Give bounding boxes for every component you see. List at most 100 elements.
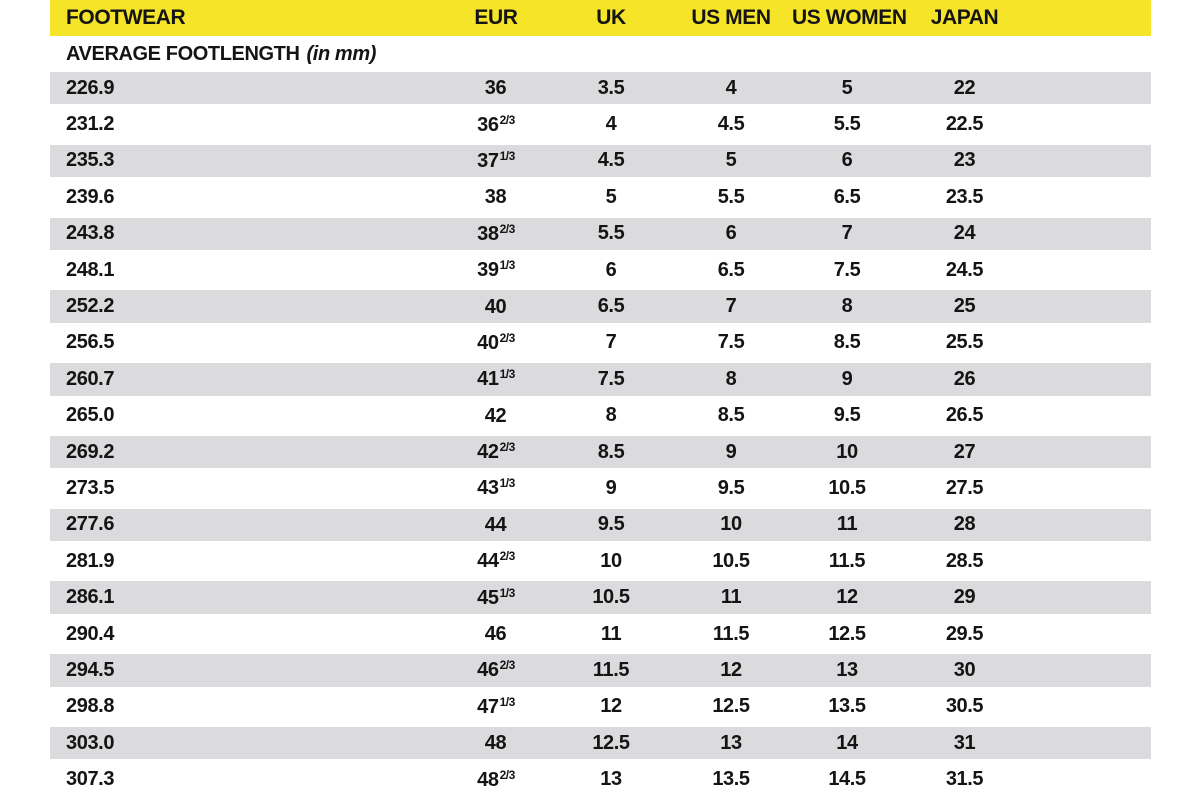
cell-us-men-size: 4 bbox=[725, 76, 737, 99]
cell-uk-size: 5 bbox=[605, 185, 617, 208]
cell-eur-size: 42 bbox=[484, 404, 507, 427]
table-row: 235.3 371/3 4.5 5 6 23 bbox=[50, 144, 1151, 182]
cell-us-women-size: 8 bbox=[841, 295, 853, 318]
cell-japan-size: 25 bbox=[953, 295, 976, 318]
table-row: 286.1 451/3 10.5 11 12 29 bbox=[50, 581, 1151, 618]
cell-footlength-mm: 303.0 bbox=[66, 731, 115, 754]
cell-us-women-size: 9 bbox=[841, 367, 853, 390]
eur-fraction: 2/3 bbox=[499, 549, 516, 564]
cell-eur-size: 402/3 bbox=[477, 330, 515, 354]
table-row: 290.4 46 11 11.5 12.5 29.5 bbox=[50, 617, 1151, 655]
cell-japan-size: 29.5 bbox=[945, 622, 984, 645]
cell-uk-size: 6 bbox=[605, 258, 617, 281]
table-subheader-row: AVERAGE FOOTLENGTH (in mm) bbox=[50, 36, 1151, 72]
cell-us-women-size: 10.5 bbox=[828, 476, 866, 499]
cell-us-women-size: 5.5 bbox=[833, 113, 861, 136]
cell-footlength-mm: 252.2 bbox=[66, 295, 115, 318]
cell-us-women-size: 9.5 bbox=[833, 404, 861, 427]
cell-japan-size: 27 bbox=[953, 440, 976, 463]
cell-eur-size: 451/3 bbox=[477, 585, 515, 609]
cell-eur-size: 40 bbox=[484, 295, 507, 318]
cell-us-men-size: 12.5 bbox=[712, 695, 750, 718]
cell-footlength-mm: 298.8 bbox=[66, 695, 115, 718]
eur-fraction: 1/3 bbox=[499, 694, 516, 709]
cell-us-men-size: 9 bbox=[725, 440, 737, 463]
cell-eur-size: 471/3 bbox=[477, 694, 516, 718]
footwear-size-table: FOOTWEAR EUR UK US MEN US WOMEN JAPAN AV… bbox=[50, 0, 1151, 800]
table-row: 260.7 411/3 7.5 8 9 26 bbox=[50, 363, 1151, 400]
cell-japan-size: 22 bbox=[953, 76, 976, 99]
cell-uk-size: 13 bbox=[600, 768, 622, 791]
cell-eur-size: 442/3 bbox=[477, 549, 516, 573]
table-row: 265.0 42 8 8.5 9.5 26.5 bbox=[50, 399, 1151, 436]
cell-eur-size: 48 bbox=[484, 732, 507, 755]
cell-footlength-mm: 226.9 bbox=[66, 76, 115, 99]
cell-japan-size: 23.5 bbox=[945, 185, 984, 208]
subheader-label: AVERAGE FOOTLENGTH bbox=[66, 42, 300, 65]
cell-uk-size: 10 bbox=[600, 549, 622, 572]
cell-eur-size: 44 bbox=[484, 513, 507, 536]
eur-fraction: 2/3 bbox=[499, 112, 516, 127]
table-row: 298.8 471/3 12 12.5 13.5 30.5 bbox=[50, 690, 1151, 728]
cell-us-women-size: 10 bbox=[836, 440, 858, 463]
cell-japan-size: 24 bbox=[953, 222, 976, 245]
table-header-row: FOOTWEAR EUR UK US MEN US WOMEN JAPAN bbox=[50, 0, 1151, 36]
cell-us-men-size: 8.5 bbox=[717, 404, 745, 427]
cell-us-women-size: 14 bbox=[836, 731, 858, 754]
cell-us-women-size: 14.5 bbox=[828, 768, 866, 791]
cell-us-women-size: 7 bbox=[841, 222, 853, 245]
table-row: 307.3 482/3 13 13.5 14.5 31.5 bbox=[50, 763, 1151, 800]
cell-us-men-size: 5 bbox=[725, 149, 737, 172]
cell-us-men-size: 6.5 bbox=[717, 258, 745, 281]
cell-us-men-size: 9.5 bbox=[717, 476, 745, 499]
cell-eur-size: 46 bbox=[484, 623, 507, 646]
cell-japan-size: 31 bbox=[953, 731, 976, 754]
cell-us-women-size: 13.5 bbox=[828, 695, 866, 718]
cell-uk-size: 9.5 bbox=[597, 513, 625, 536]
cell-us-men-size: 8 bbox=[725, 367, 737, 390]
cell-uk-size: 11.5 bbox=[592, 658, 630, 681]
cell-japan-size: 28 bbox=[953, 513, 976, 536]
column-header-uk: UK bbox=[596, 6, 626, 29]
table-row: 252.2 40 6.5 7 8 25 bbox=[50, 290, 1151, 327]
cell-eur-size: 422/3 bbox=[477, 440, 515, 464]
cell-footlength-mm: 307.3 bbox=[66, 768, 115, 791]
table-row: 239.6 38 5 5.5 6.5 23.5 bbox=[50, 181, 1151, 218]
cell-uk-size: 8.5 bbox=[597, 440, 625, 463]
cell-uk-size: 9 bbox=[605, 476, 617, 499]
eur-fraction: 1/3 bbox=[499, 476, 516, 491]
eur-fraction: 1/3 bbox=[499, 258, 516, 273]
cell-eur-size: 362/3 bbox=[477, 112, 516, 136]
cell-japan-size: 29 bbox=[953, 586, 976, 609]
cell-eur-size: 411/3 bbox=[477, 367, 516, 391]
eur-fraction: 1/3 bbox=[499, 367, 516, 382]
cell-japan-size: 28.5 bbox=[945, 549, 984, 572]
cell-footlength-mm: 256.5 bbox=[66, 331, 115, 354]
cell-uk-size: 5.5 bbox=[597, 222, 625, 245]
cell-footlength-mm: 239.6 bbox=[66, 185, 115, 208]
cell-us-women-size: 7.5 bbox=[833, 258, 861, 281]
cell-japan-size: 31.5 bbox=[945, 768, 984, 791]
table-row: 273.5 431/3 9 9.5 10.5 27.5 bbox=[50, 472, 1151, 509]
table-row: 303.0 48 12.5 13 14 31 bbox=[50, 727, 1151, 764]
cell-uk-size: 12 bbox=[600, 695, 622, 718]
table-row: 231.2 362/3 4 4.5 5.5 22.5 bbox=[50, 108, 1151, 145]
cell-us-men-size: 6 bbox=[725, 222, 737, 245]
cell-us-men-size: 7.5 bbox=[717, 331, 745, 354]
cell-japan-size: 25.5 bbox=[945, 331, 984, 354]
cell-footlength-mm: 273.5 bbox=[66, 476, 115, 499]
cell-uk-size: 4.5 bbox=[597, 149, 625, 172]
eur-fraction: 1/3 bbox=[499, 148, 516, 163]
cell-uk-size: 4 bbox=[605, 113, 617, 136]
cell-eur-size: 391/3 bbox=[477, 258, 516, 282]
cell-us-men-size: 5.5 bbox=[717, 185, 745, 208]
cell-us-men-size: 11.5 bbox=[712, 622, 750, 645]
cell-us-men-size: 13 bbox=[720, 731, 742, 754]
cell-us-women-size: 11 bbox=[836, 513, 858, 536]
table-row: 226.9 36 3.5 4 5 22 bbox=[50, 72, 1151, 109]
cell-us-men-size: 10.5 bbox=[712, 549, 750, 572]
cell-footlength-mm: 294.5 bbox=[66, 658, 115, 681]
cell-japan-size: 26 bbox=[953, 367, 976, 390]
cell-footlength-mm: 235.3 bbox=[66, 149, 115, 172]
cell-uk-size: 11 bbox=[600, 622, 622, 645]
